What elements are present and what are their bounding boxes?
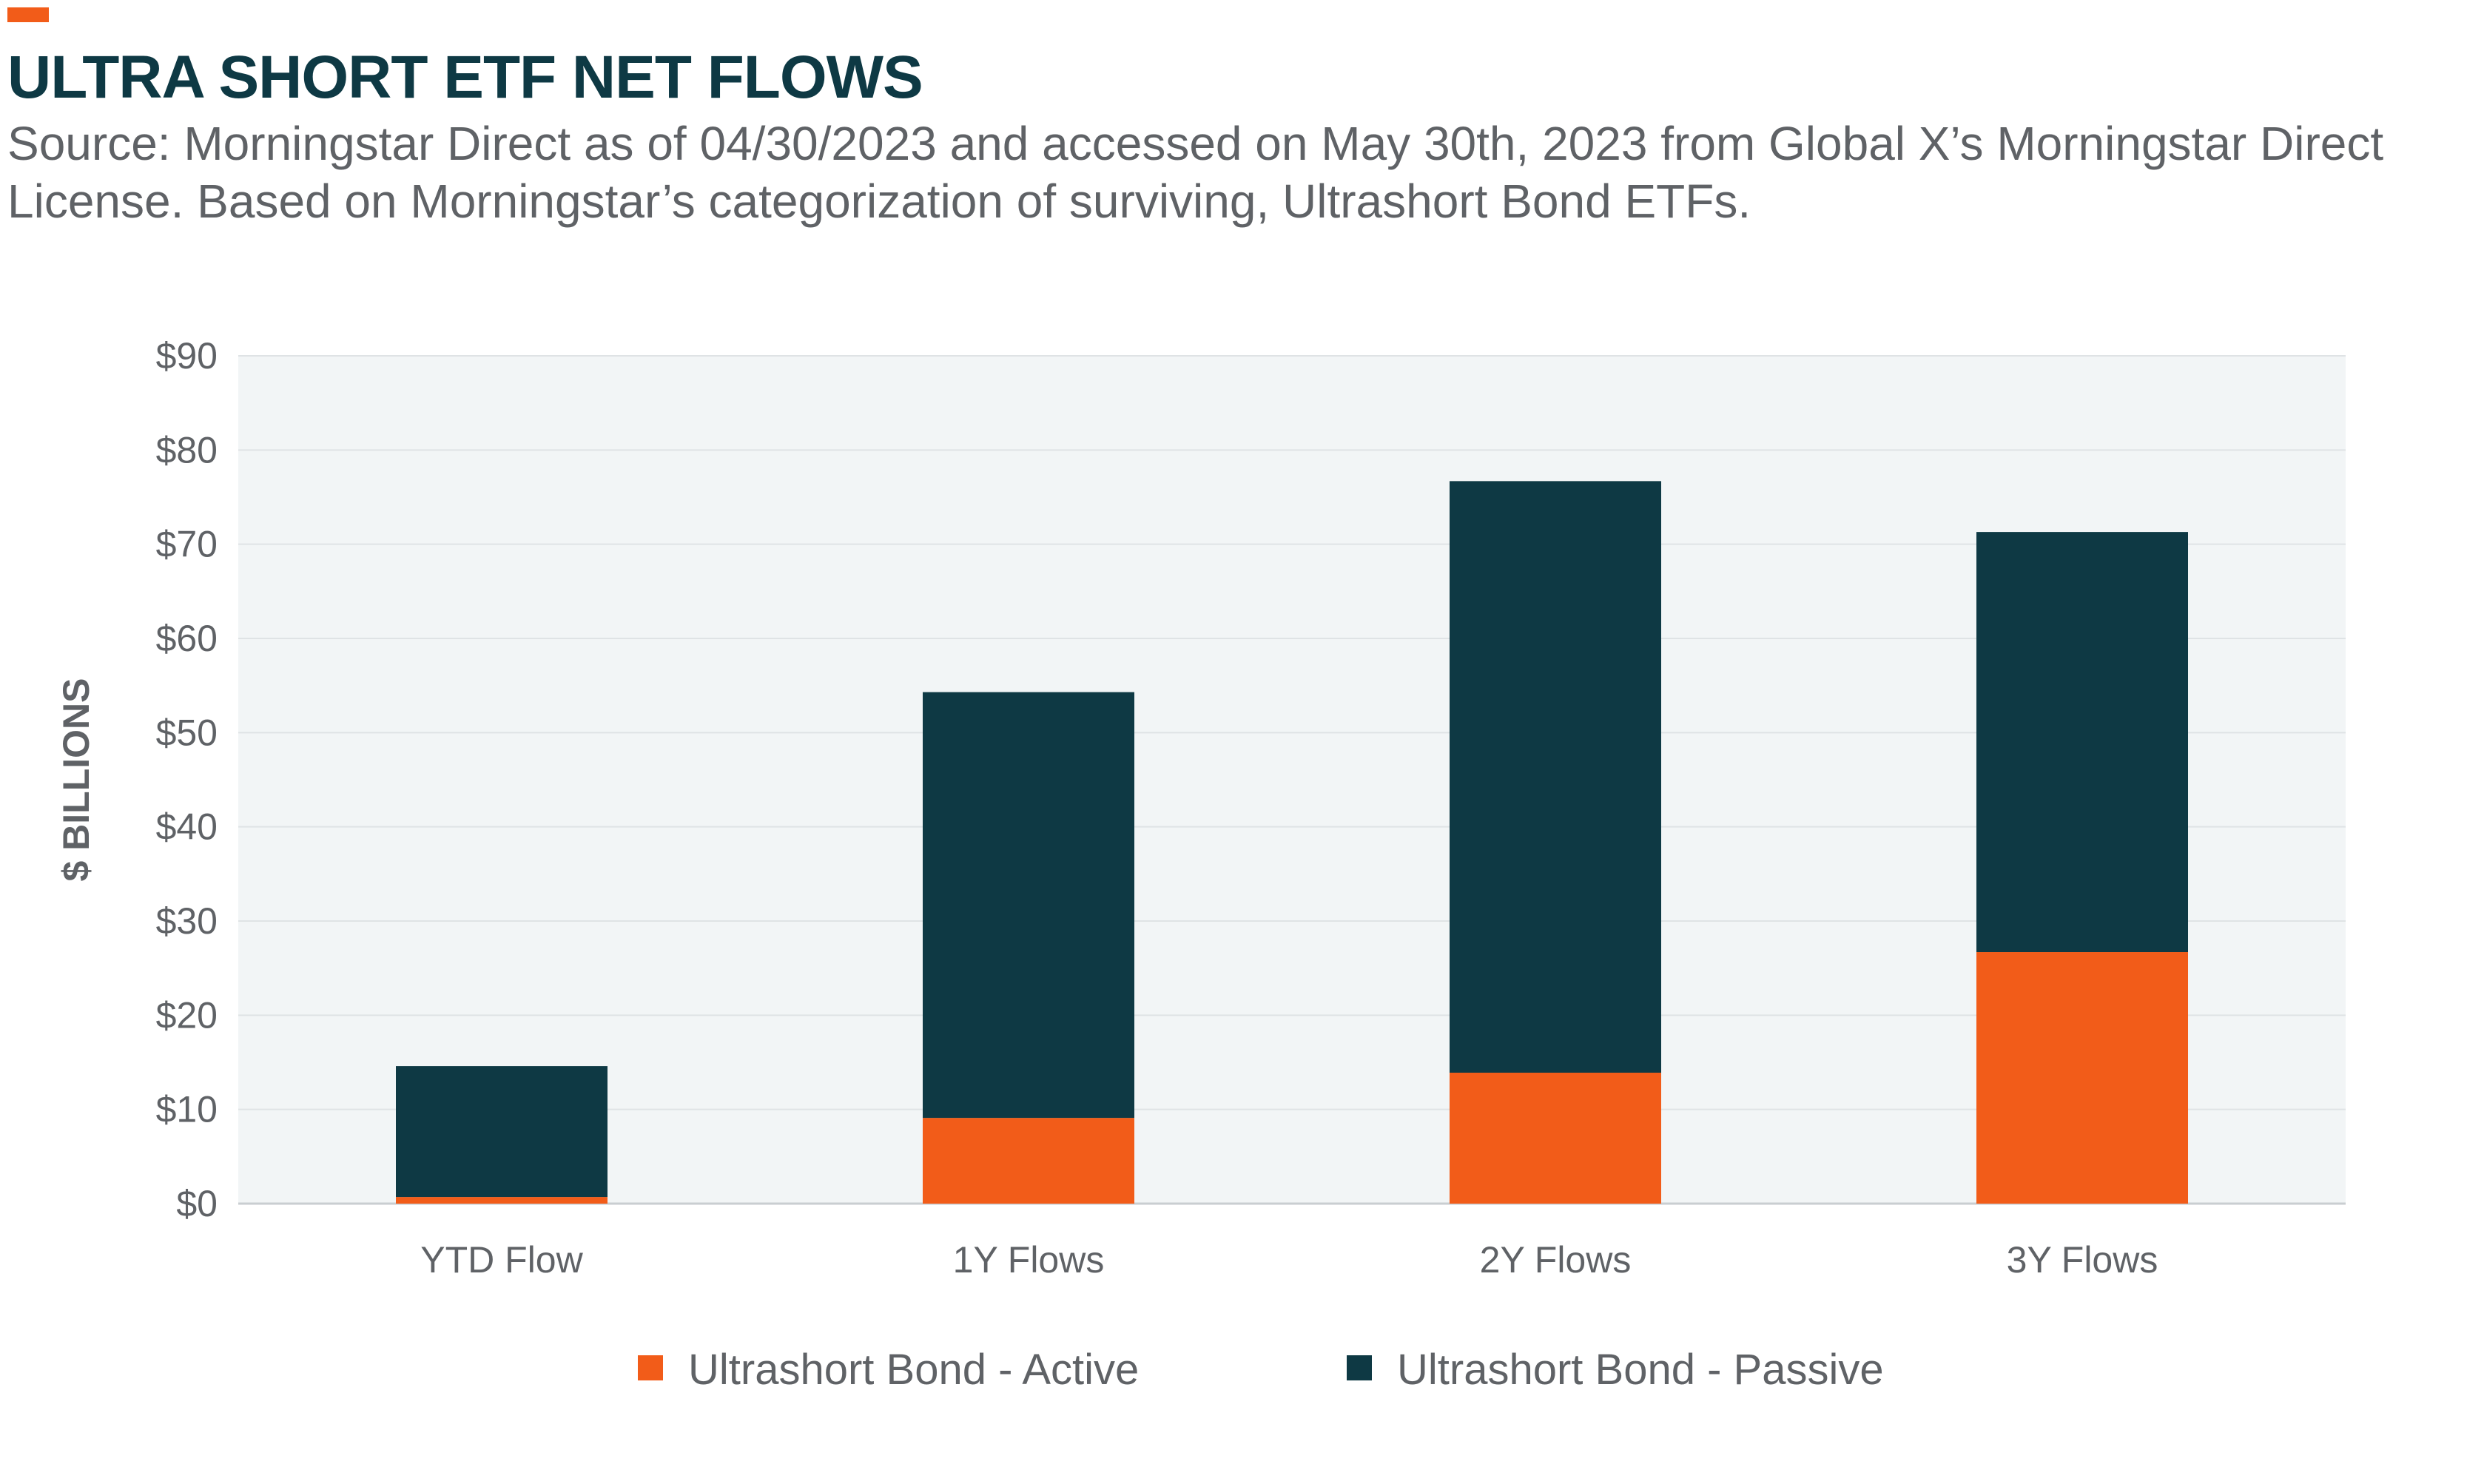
bar-segment-passive (923, 692, 1134, 1119)
legend-swatch (1347, 1355, 1372, 1380)
bar-segment-passive (1976, 532, 2188, 953)
legend-label: Ultrashort Bond - Passive (1397, 1346, 1884, 1394)
y-tick-label: $60 (156, 618, 218, 659)
bar-segment-active (923, 1118, 1134, 1204)
y-tick-label: $40 (156, 806, 218, 848)
legend-swatch (638, 1355, 663, 1380)
y-tick-label: $80 (156, 429, 218, 471)
legend-label: Ultrashort Bond - Active (688, 1346, 1139, 1394)
bar-segment-passive (1450, 481, 1661, 1073)
y-tick-label: $70 (156, 524, 218, 565)
bar-segment-passive (396, 1066, 608, 1198)
x-tick-label: 2Y Flows (1480, 1239, 1632, 1281)
y-tick-label: $90 (156, 335, 218, 377)
x-tick-label: YTD Flow (420, 1239, 583, 1281)
x-tick-label: 1Y Flows (953, 1239, 1105, 1281)
legend: Ultrashort Bond - Active Ultrashort Bond … (638, 1346, 1884, 1394)
bars (396, 481, 2188, 1204)
bar-segment-active (1450, 1073, 1661, 1204)
accent-bar (7, 7, 49, 22)
chart-source-note: Source: Morningstar Direct as of 04/30/2… (7, 117, 2384, 228)
y-axis-label: $ BILLIONS (55, 678, 97, 881)
y-tick-label: $10 (156, 1089, 218, 1130)
bar-segment-active (396, 1197, 608, 1204)
y-axis-ticks: $0 $10 $20 $30 $40 $50 $60 $70 $80 $90 (156, 335, 218, 1224)
y-tick-label: $30 (156, 900, 218, 942)
x-axis-ticks: YTD Flow 1Y Flows 2Y Flows 3Y Flows (420, 1239, 2158, 1281)
y-tick-label: $20 (156, 994, 218, 1036)
x-tick-label: 3Y Flows (2007, 1239, 2158, 1281)
y-tick-label: $0 (176, 1183, 218, 1224)
y-tick-label: $50 (156, 712, 218, 753)
bar-segment-active (1976, 952, 2188, 1204)
chart-title: ULTRA SHORT ETF NET FLOWS (7, 44, 923, 111)
